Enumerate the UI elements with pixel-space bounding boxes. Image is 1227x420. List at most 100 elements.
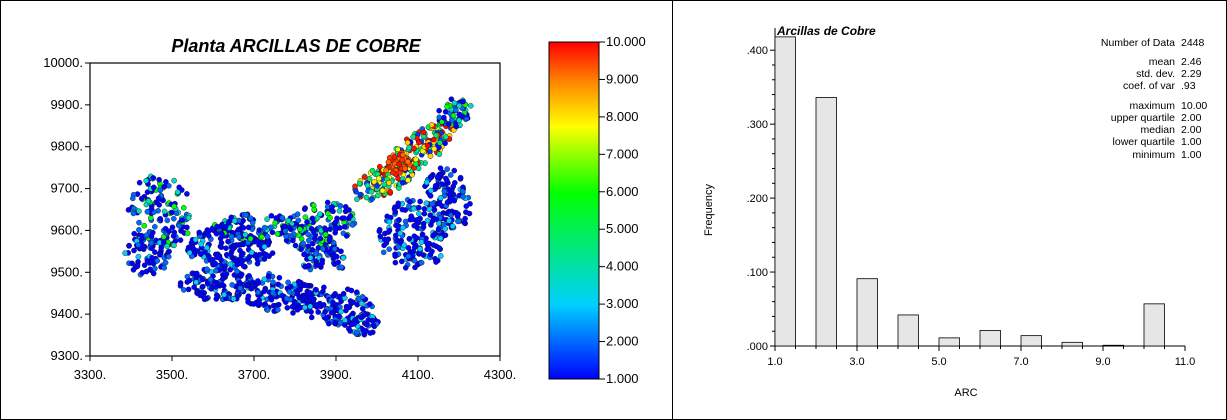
scatter-point: [436, 245, 442, 251]
scatter-point: [421, 210, 428, 217]
scatter-point: [136, 219, 142, 226]
scatter-point: [313, 286, 319, 293]
scatter-point: [411, 145, 417, 152]
scatter-point: [169, 224, 176, 231]
scatter-point: [143, 177, 149, 184]
scatter-point: [427, 174, 434, 180]
scatter-point: [387, 188, 393, 195]
scatter-point: [129, 260, 135, 267]
scatter-point: [131, 230, 137, 237]
scatter-point: [143, 232, 150, 239]
scatter-point: [254, 260, 261, 267]
scatter-point: [338, 308, 344, 315]
histogram-y-tick-label: .400: [747, 45, 768, 57]
scatter-point: [357, 191, 364, 198]
scatter-point: [214, 254, 221, 261]
scatter-point: [410, 134, 416, 140]
scatter-point: [404, 158, 411, 165]
scatter-point: [399, 156, 406, 163]
scatter-point: [363, 194, 370, 201]
scatter-point: [220, 266, 227, 273]
scatter-point: [245, 224, 252, 231]
scatter-point: [192, 236, 199, 243]
histogram-x-tick-label: 7.0: [1013, 356, 1028, 368]
scatter-point: [353, 289, 360, 296]
scatter-point: [455, 218, 461, 225]
scatter-point: [307, 254, 314, 261]
scatter-point: [275, 301, 282, 308]
scatter-point: [257, 301, 263, 307]
scatter-point: [236, 279, 243, 286]
scatter-point: [319, 246, 326, 252]
scatter-point: [245, 299, 251, 305]
scatter-point: [354, 196, 360, 202]
scatter-point: [322, 231, 329, 238]
scatter-point: [213, 279, 220, 286]
scatter-point: [270, 302, 277, 309]
scatter-points: [122, 96, 474, 338]
histogram-stat-label: upper quartile: [1111, 112, 1175, 124]
scatter-point: [317, 235, 324, 242]
scatter-point: [390, 169, 396, 176]
scatter-point: [304, 219, 310, 225]
scatter-point: [188, 240, 195, 246]
scatter-point: [157, 252, 163, 258]
scatter-point: [317, 211, 323, 217]
scatter-point: [179, 217, 185, 223]
scatter-point: [282, 228, 289, 234]
scatter-point: [421, 129, 427, 136]
scatter-point: [275, 281, 282, 288]
scatter-point: [294, 211, 301, 217]
scatter-point: [383, 167, 389, 174]
scatter-point: [308, 309, 314, 315]
scatter-point: [279, 214, 286, 221]
scatter-point: [276, 274, 283, 281]
scatter-point: [297, 286, 303, 293]
scatter-point: [258, 233, 265, 240]
scatter-point: [261, 224, 268, 231]
scatter-point: [359, 293, 366, 300]
histogram-stat-value: 2.46: [1181, 56, 1202, 68]
scatter-point: [223, 271, 230, 277]
scatter-point: [309, 240, 316, 247]
scatter-point: [297, 226, 303, 232]
scatter-point: [340, 255, 347, 261]
scatter-point: [237, 285, 244, 292]
scatter-point: [324, 210, 331, 217]
scatter-point: [304, 282, 311, 289]
scatter-point: [219, 231, 225, 238]
scatter-point: [441, 188, 448, 195]
scatter-point: [186, 277, 193, 284]
scatter-point: [377, 233, 384, 240]
scatter-point: [312, 250, 319, 257]
scatter-point: [148, 240, 155, 246]
scatter-point: [291, 300, 298, 307]
scatter-point: [305, 243, 312, 249]
scatter-point: [205, 232, 212, 239]
scatter-point: [228, 214, 235, 221]
scatter-y-tick-label: 9800.: [50, 139, 83, 154]
scatter-point: [426, 206, 432, 213]
scatter-point: [130, 210, 137, 217]
scatter-point: [235, 242, 242, 248]
scatter-point: [184, 230, 191, 236]
scatter-point: [432, 231, 438, 237]
scatter-point: [402, 264, 409, 271]
scatter-point: [392, 204, 398, 210]
scatter-point: [298, 246, 304, 253]
scatter-point: [321, 284, 327, 291]
scatter-point: [386, 180, 392, 186]
scatter-point: [218, 239, 225, 246]
scatter-point: [138, 195, 145, 202]
scatter-point: [290, 310, 296, 316]
scatter-point: [247, 215, 254, 221]
histogram-stat-label: std. dev.: [1136, 68, 1175, 80]
scatter-point: [301, 206, 308, 212]
scatter-point: [261, 288, 268, 295]
scatter-point: [254, 278, 261, 284]
colorbar-ticks: 1.000 2.000 3.000 4.000 5.000 6.000 7.000 8.000…: [599, 34, 646, 386]
histogram-stat-label: median: [1141, 124, 1176, 136]
scatter-point: [245, 293, 252, 300]
histogram-bar: [938, 337, 960, 347]
histogram-x-tick-label: 3.0: [849, 356, 864, 368]
